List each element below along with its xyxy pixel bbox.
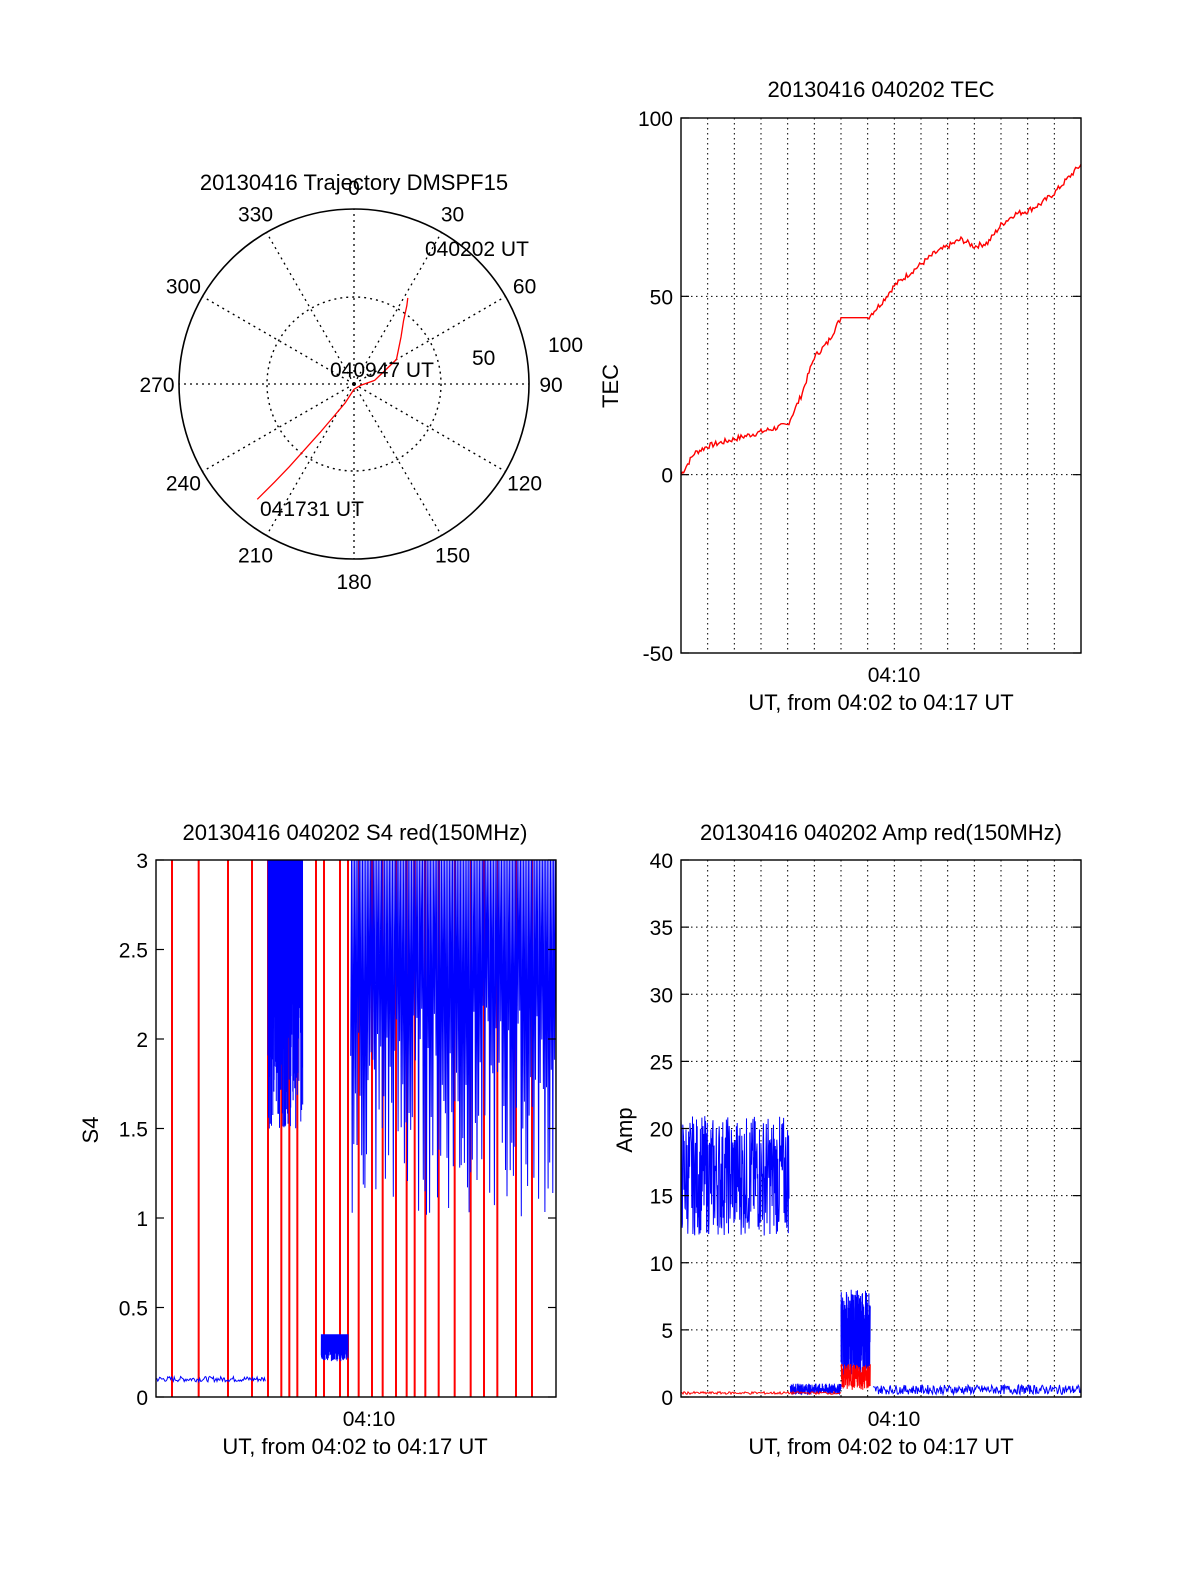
tec-y-ticks: -50 0 50 100 <box>638 108 1081 666</box>
tec-ytick-label-1: 0 <box>661 465 673 488</box>
amp-title: 20130416 040202 Amp red(150MHz) <box>700 820 1062 845</box>
trajectory-start-label: 040202 UT <box>425 238 529 261</box>
polar-angle-label-30: 30 <box>441 203 464 226</box>
trajectory-title: 20130416 Trajectory DMSPF15 <box>200 170 508 195</box>
s4-y-ticks: 0 0.5 1 1.5 2 2.5 3 <box>119 850 556 1410</box>
s4-plot-frame <box>155 859 557 1398</box>
amp-ytick-label-7: 35 <box>650 917 673 940</box>
s4-ytick-label-4: 2 <box>136 1029 148 1052</box>
tec-ytick-label-0: -50 <box>643 643 673 666</box>
s4-blue-segment-3 <box>350 859 557 1217</box>
s4-ytick-label-5: 2.5 <box>119 940 148 963</box>
amp-ytick-label-2: 10 <box>650 1253 673 1276</box>
amp-ytick-label-3: 15 <box>650 1186 673 1209</box>
trajectory-mid-label: 040947 UT <box>330 359 434 382</box>
amp-y-ticks: 0 5 10 15 20 25 30 35 40 <box>650 850 1081 1410</box>
polar-spoke-150 <box>353 383 443 536</box>
s4-blue-segment-2 <box>320 1334 349 1362</box>
amp-ytick-label-0: 0 <box>661 1387 673 1410</box>
tec-ytick-label-2: 50 <box>650 286 673 309</box>
amp-x-axis-label: UT, from 04:02 to 04:17 UT <box>748 1434 1013 1459</box>
amp-ytick-label-5: 25 <box>650 1051 673 1074</box>
polar-angle-label-210: 210 <box>238 545 273 568</box>
s4-y-axis-label: S4 <box>78 1117 103 1144</box>
amp-blue-segment-0 <box>680 1116 790 1236</box>
polar-angle-label-150: 150 <box>435 545 470 568</box>
amp-ytick-label-8: 40 <box>650 850 673 873</box>
amp-grid <box>681 860 1081 1397</box>
tec-x-tick-0410: 04:10 <box>868 664 921 687</box>
polar-angle-label-90: 90 <box>539 374 562 397</box>
amp-ytick-label-1: 5 <box>661 1320 673 1343</box>
amp-red-series <box>680 1363 871 1396</box>
s4-panel: 20130416 040202 S4 red(150MHz) 0 0.5 1 1.5 2… <box>78 820 557 1459</box>
polar-spoke-30 <box>353 232 443 385</box>
trajectory-panel: 20130416 Trajectory DMSPF15 0 30 60 90 120 15… <box>139 170 583 594</box>
polar-angle-label-120: 120 <box>507 473 542 496</box>
amp-y-axis-label: Amp <box>612 1107 637 1152</box>
polar-spoke-300 <box>202 295 355 385</box>
amp-red-segment-1 <box>840 1363 871 1390</box>
polar-angle-labels: 0 30 60 90 120 150 180 210 240 270 300 330 <box>139 177 562 594</box>
s4-ytick-label-6: 3 <box>136 850 148 873</box>
polar-spoke-60 <box>353 295 506 385</box>
polar-angle-label-0: 0 <box>348 177 360 200</box>
tec-x-axis-label: UT, from 04:02 to 04:17 UT <box>748 690 1013 715</box>
amp-panel: 20130416 040202 Amp red(150MHz) 0 5 10 15 20… <box>612 820 1082 1459</box>
s4-x-axis-label: UT, from 04:02 to 04:17 UT <box>222 1434 487 1459</box>
tec-title: 20130416 040202 TEC <box>767 77 994 102</box>
s4-ytick-label-1: 0.5 <box>119 1298 148 1321</box>
amp-ytick-label-6: 30 <box>650 984 673 1007</box>
tec-grid <box>681 118 1081 653</box>
polar-spokes <box>179 209 529 559</box>
amp-blue-segment-3 <box>872 1383 1082 1397</box>
s4-blue-segment-0 <box>155 1375 266 1384</box>
tec-y-axis-label: TEC <box>598 364 623 408</box>
polar-angle-label-240: 240 <box>166 473 201 496</box>
trajectory-end-label: 041731 UT <box>260 498 364 521</box>
s4-x-tick-0410: 04:10 <box>343 1408 396 1431</box>
polar-spoke-120 <box>353 383 506 473</box>
tec-series-line <box>680 164 1082 476</box>
polar-angle-label-60: 60 <box>513 276 536 299</box>
s4-blue-segment-1 <box>267 859 304 1129</box>
amp-red-segment-0 <box>680 1390 842 1396</box>
trajectory-track <box>256 297 409 500</box>
amp-blue-segment-2 <box>840 1289 871 1377</box>
polar-spoke-330 <box>265 232 355 385</box>
amp-x-tick-0410: 04:10 <box>868 1408 921 1431</box>
polar-spoke-240 <box>202 383 355 473</box>
tec-ytick-label-3: 100 <box>638 108 673 131</box>
s4-title: 20130416 040202 S4 red(150MHz) <box>183 820 528 845</box>
tec-plot-frame <box>680 117 1082 654</box>
radial-label-50: 50 <box>472 347 495 370</box>
polar-angle-label-330: 330 <box>238 203 273 226</box>
polar-inner-ring <box>266 296 442 472</box>
amp-blue-segment-1 <box>789 1383 842 1396</box>
amp-plot-frame <box>680 859 1082 1398</box>
s4-ytick-label-0: 0 <box>136 1387 148 1410</box>
s4-blue-series <box>155 859 557 1384</box>
s4-ytick-label-3: 1.5 <box>119 1119 148 1142</box>
polar-angle-label-180: 180 <box>336 571 371 594</box>
amp-ytick-label-4: 20 <box>650 1119 673 1142</box>
radial-label-100: 100 <box>548 334 583 357</box>
amp-blue-series <box>680 1116 1082 1397</box>
s4-ytick-label-2: 1 <box>136 1208 148 1231</box>
tec-panel: 20130416 040202 TEC -50 0 50 100 04:10 UT, … <box>598 77 1082 715</box>
polar-spoke-210 <box>265 383 355 536</box>
polar-angle-label-270: 270 <box>139 374 174 397</box>
polar-angle-label-300: 300 <box>166 276 201 299</box>
